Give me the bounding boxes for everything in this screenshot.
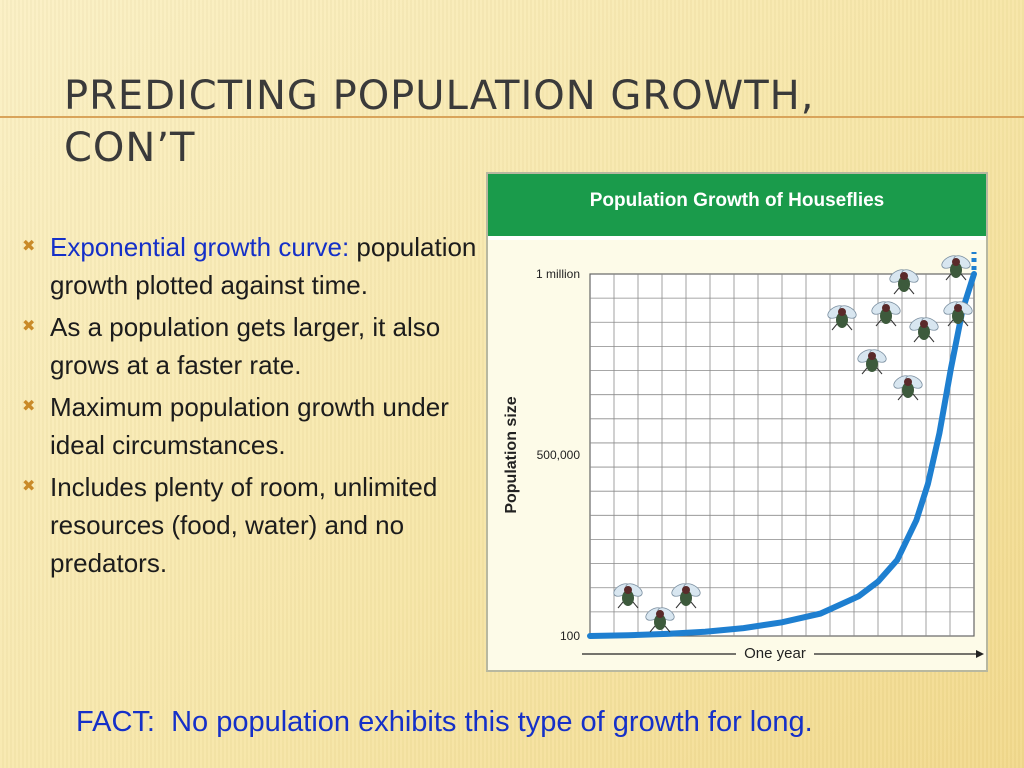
bullet-list: Exponential growth curve: population gro… — [18, 228, 478, 586]
chart-panel: Population Growth of Houseflies 100 500,0… — [486, 172, 988, 672]
housefly-icon — [909, 317, 939, 343]
bullet-text: Includes plenty of room, unlimited resou… — [50, 472, 438, 578]
y-tick-label: 1 million — [536, 267, 580, 281]
housefly-icon — [889, 269, 919, 295]
x-bullet-icon — [22, 388, 40, 426]
housefly-icon — [645, 607, 675, 633]
housefly-icon — [943, 301, 973, 327]
title-divider — [0, 116, 1024, 118]
housefly-icon — [857, 349, 887, 375]
slide-title: Predicting Population Growth, Con’t — [64, 73, 815, 171]
housefly-icon — [893, 375, 923, 401]
bullet-text: As a population gets larger, it also gro… — [50, 312, 441, 380]
x-axis-arrowhead — [976, 650, 984, 658]
bullet-item: As a population gets larger, it also gro… — [18, 308, 478, 384]
housefly-icon — [941, 255, 971, 281]
housefly-icon — [827, 305, 857, 331]
chart-title: Population Growth of Houseflies — [589, 190, 885, 211]
population-chart: 100 500,000 1 million Population size One ye… — [503, 252, 984, 662]
housefly-icon — [613, 583, 643, 609]
fact-text: FACT: No population exhibits this type o… — [76, 706, 813, 738]
bullet-item: Maximum population growth under ideal ci… — [18, 388, 478, 464]
x-axis-label-bg — [736, 642, 814, 662]
bullet-text: population growth plotted against time. — [50, 232, 477, 300]
x-bullet-icon — [22, 228, 40, 266]
bullet-text: Maximum population growth under ideal ci… — [50, 392, 449, 460]
housefly-icon — [871, 301, 901, 327]
x-bullet-icon — [22, 468, 40, 506]
y-axis-label: Population size — [503, 396, 520, 513]
housefly-icon — [671, 583, 701, 609]
bullet-emphasis: Exponential growth curve: — [50, 232, 350, 262]
y-tick-label: 500,000 — [537, 448, 581, 462]
x-bullet-icon — [22, 308, 40, 346]
bullet-item: Exponential growth curve: population gro… — [18, 228, 478, 304]
growth-curve — [587, 271, 977, 639]
chart-header: Population Growth of Houseflies — [488, 174, 986, 240]
bullet-item: Includes plenty of room, unlimited resou… — [18, 468, 478, 582]
x-axis-label: One year — [744, 645, 806, 662]
y-tick-label: 100 — [560, 629, 580, 643]
